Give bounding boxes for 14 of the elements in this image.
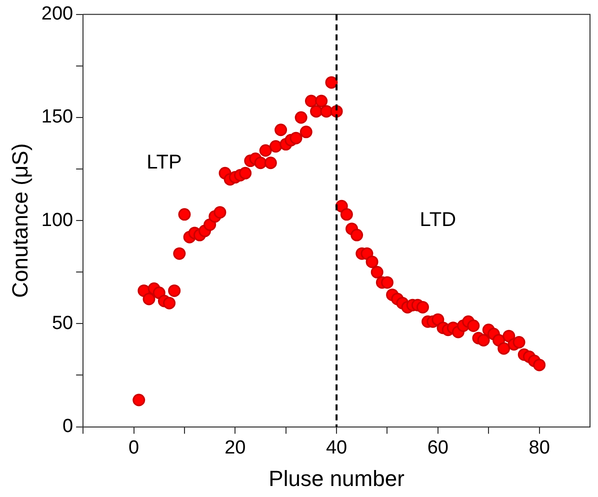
y-axis-title: Conutance (μS) xyxy=(7,143,32,298)
y-tick-label: 0 xyxy=(62,416,74,438)
y-tick-label: 50 xyxy=(52,312,74,334)
annotation: LTD xyxy=(420,209,456,232)
x-tick-label: 80 xyxy=(528,437,550,458)
x-tick-label: 20 xyxy=(224,437,246,458)
y-tick-label: 150 xyxy=(41,106,74,128)
x-tick-label: 0 xyxy=(128,437,140,458)
y-tick-label: 200 xyxy=(41,4,74,25)
x-tick-label: 60 xyxy=(427,437,448,458)
annotation: LTP xyxy=(146,151,182,174)
y-tick-label: 100 xyxy=(41,210,74,231)
x-tick-label: 40 xyxy=(326,437,348,458)
x-axis-title: Pluse number xyxy=(268,466,404,491)
